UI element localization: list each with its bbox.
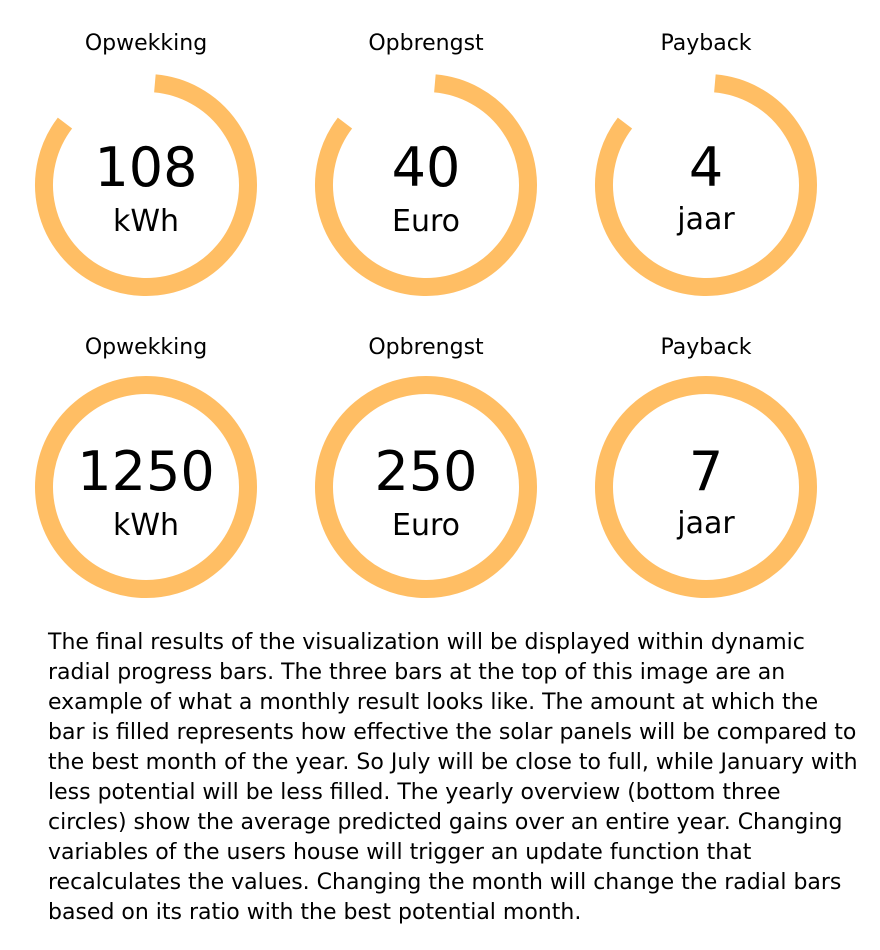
description-paragraph: The final results of the visualization w…: [48, 630, 858, 925]
gauge-title: Opbrengst: [368, 335, 484, 360]
radial-progress-ring: [315, 376, 537, 598]
gauge-value: 108: [94, 136, 198, 199]
gauge-unit: kWh: [112, 204, 180, 239]
monthly-gauge-payback: Payback 4 jaar: [576, 30, 836, 310]
gauge-value: 7: [688, 440, 724, 503]
gauge-unit: kWh: [112, 508, 180, 543]
gauge-unit: Euro: [392, 204, 460, 239]
gauge-title: Opwekking: [84, 335, 208, 360]
gauge-value: 40: [391, 136, 461, 199]
gauge-value: 4: [688, 136, 724, 199]
yearly-gauge-opwekking: Opwekking 1250 kWh: [16, 334, 276, 614]
monthly-gauge-opwekking: Opwekking 108 kWh: [16, 30, 276, 310]
gauge-title: Opbrengst: [368, 31, 484, 56]
gauge-title: Payback: [660, 31, 752, 56]
radial-progress-ring: [35, 74, 257, 296]
yearly-gauge-opbrengst: Opbrengst 250 Euro: [296, 334, 556, 614]
gauge-title: Payback: [660, 335, 752, 360]
gauge-unit: jaar: [677, 506, 735, 541]
radial-progress-ring: [35, 376, 257, 598]
gauge-title: Opwekking: [84, 31, 208, 56]
monthly-gauge-opbrengst: Opbrengst 40 Euro: [296, 30, 556, 310]
radial-progress-ring: [595, 74, 817, 296]
gauge-unit: Euro: [392, 508, 460, 543]
radial-progress-arc: [595, 74, 817, 296]
radial-progress-arc: [315, 376, 537, 598]
gauge-value: 250: [374, 440, 478, 503]
yearly-gauge-payback: Payback 7 jaar: [576, 334, 836, 614]
radial-progress-arc: [35, 376, 257, 598]
radial-progress-ring: [595, 376, 817, 598]
gauge-unit: jaar: [677, 202, 735, 237]
radial-progress-arc: [35, 74, 257, 296]
radial-progress-arc: [315, 74, 537, 296]
radial-progress-ring: [315, 74, 537, 296]
radial-progress-arc: [595, 376, 817, 598]
gauge-value: 1250: [77, 440, 215, 503]
